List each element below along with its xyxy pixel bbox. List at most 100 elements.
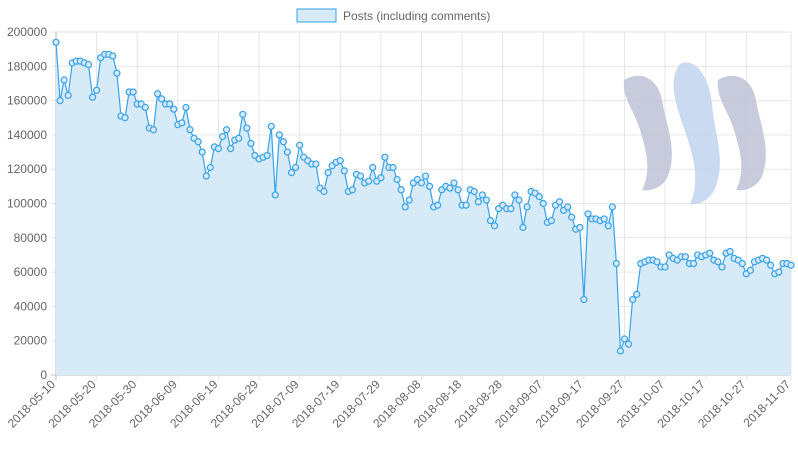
data-point[interactable] <box>369 163 377 172</box>
data-point[interactable] <box>519 223 527 232</box>
data-point[interactable] <box>490 222 499 230</box>
data-point[interactable] <box>767 261 775 269</box>
data-point[interactable] <box>348 186 357 194</box>
data-point[interactable] <box>401 203 409 211</box>
data-point[interactable] <box>661 263 669 271</box>
data-point[interactable] <box>194 138 202 146</box>
data-point[interactable] <box>186 126 194 134</box>
data-point[interactable] <box>763 256 771 264</box>
data-point[interactable] <box>153 90 162 98</box>
data-point[interactable] <box>166 100 174 108</box>
data-point[interactable] <box>263 151 271 160</box>
data-point[interactable] <box>214 145 223 153</box>
legend[interactable]: Posts (including comments) <box>296 8 490 23</box>
data-point[interactable] <box>450 179 458 187</box>
data-point[interactable] <box>227 145 235 153</box>
data-point[interactable] <box>202 172 210 180</box>
data-point[interactable] <box>718 263 726 271</box>
data-point[interactable] <box>775 268 783 276</box>
data-point[interactable] <box>425 182 434 190</box>
data-point[interactable] <box>726 247 734 256</box>
data-point[interactable] <box>381 153 389 161</box>
data-point[interactable] <box>88 93 97 101</box>
data-point[interactable] <box>446 184 454 192</box>
data-point[interactable] <box>296 141 304 149</box>
data-point[interactable] <box>478 191 486 199</box>
data-point[interactable] <box>624 340 633 348</box>
data-point[interactable] <box>523 203 531 211</box>
data-point[interactable] <box>486 217 495 225</box>
data-point[interactable] <box>555 198 564 206</box>
data-point[interactable] <box>109 52 117 60</box>
data-point[interactable] <box>706 249 714 257</box>
data-point[interactable] <box>616 347 625 355</box>
data-point[interactable] <box>689 259 698 268</box>
data-point[interactable] <box>320 187 328 196</box>
data-point[interactable] <box>462 201 470 209</box>
data-point[interactable] <box>84 60 93 69</box>
data-point[interactable] <box>787 261 795 269</box>
data-point[interactable] <box>243 124 251 132</box>
data-point[interactable] <box>267 122 275 130</box>
data-point[interactable] <box>121 114 129 122</box>
data-point[interactable] <box>356 172 365 180</box>
data-point[interactable] <box>584 210 592 218</box>
data-point[interactable] <box>149 126 158 134</box>
data-point[interactable] <box>746 266 754 274</box>
data-point[interactable] <box>178 119 186 127</box>
data-point[interactable] <box>633 290 641 298</box>
data-point[interactable] <box>434 201 442 209</box>
data-point[interactable] <box>714 258 722 266</box>
data-point[interactable] <box>206 163 214 172</box>
data-point[interactable] <box>291 163 300 172</box>
data-point[interactable] <box>738 259 746 268</box>
data-point[interactable] <box>547 217 556 225</box>
data-point[interactable] <box>64 91 72 100</box>
data-point[interactable] <box>482 196 491 204</box>
data-point[interactable] <box>129 88 137 96</box>
data-point[interactable] <box>454 186 462 194</box>
data-point[interactable] <box>389 163 397 172</box>
data-point[interactable] <box>600 215 608 223</box>
data-point[interactable] <box>417 179 426 187</box>
data-point[interactable] <box>681 253 690 261</box>
data-point[interactable] <box>279 138 287 146</box>
data-point[interactable] <box>470 187 478 196</box>
data-point[interactable] <box>564 203 572 211</box>
data-point[interactable] <box>393 175 401 184</box>
data-point[interactable] <box>365 177 373 185</box>
data-point[interactable] <box>568 213 576 221</box>
data-point[interactable] <box>421 172 430 180</box>
data-point[interactable] <box>397 186 405 194</box>
data-point[interactable] <box>474 198 482 206</box>
data-point[interactable] <box>324 169 332 177</box>
data-point[interactable] <box>580 295 588 304</box>
data-point[interactable] <box>283 148 292 156</box>
data-point[interactable] <box>52 38 60 46</box>
data-point[interactable] <box>340 167 348 175</box>
data-point[interactable] <box>60 76 68 84</box>
data-point[interactable] <box>377 174 385 182</box>
data-point[interactable] <box>511 191 519 199</box>
data-point[interactable] <box>182 103 190 112</box>
data-point[interactable] <box>287 169 296 177</box>
data-point[interactable] <box>271 191 279 199</box>
data-point[interactable] <box>312 160 320 168</box>
data-point[interactable] <box>235 134 243 142</box>
data-point[interactable] <box>653 258 661 266</box>
data-point[interactable] <box>113 69 121 77</box>
data-point[interactable] <box>93 86 101 94</box>
data-point[interactable] <box>141 103 149 112</box>
data-point[interactable] <box>608 203 616 211</box>
data-point[interactable] <box>336 157 344 165</box>
data-point[interactable] <box>535 193 543 201</box>
data-point[interactable] <box>198 148 206 156</box>
data-point[interactable] <box>620 335 629 343</box>
data-point[interactable] <box>247 139 255 148</box>
data-point[interactable] <box>239 110 247 118</box>
data-point[interactable] <box>218 133 227 141</box>
data-point[interactable] <box>539 199 547 208</box>
data-point[interactable] <box>507 205 515 213</box>
data-point[interactable] <box>629 295 637 304</box>
data-point[interactable] <box>275 131 283 139</box>
